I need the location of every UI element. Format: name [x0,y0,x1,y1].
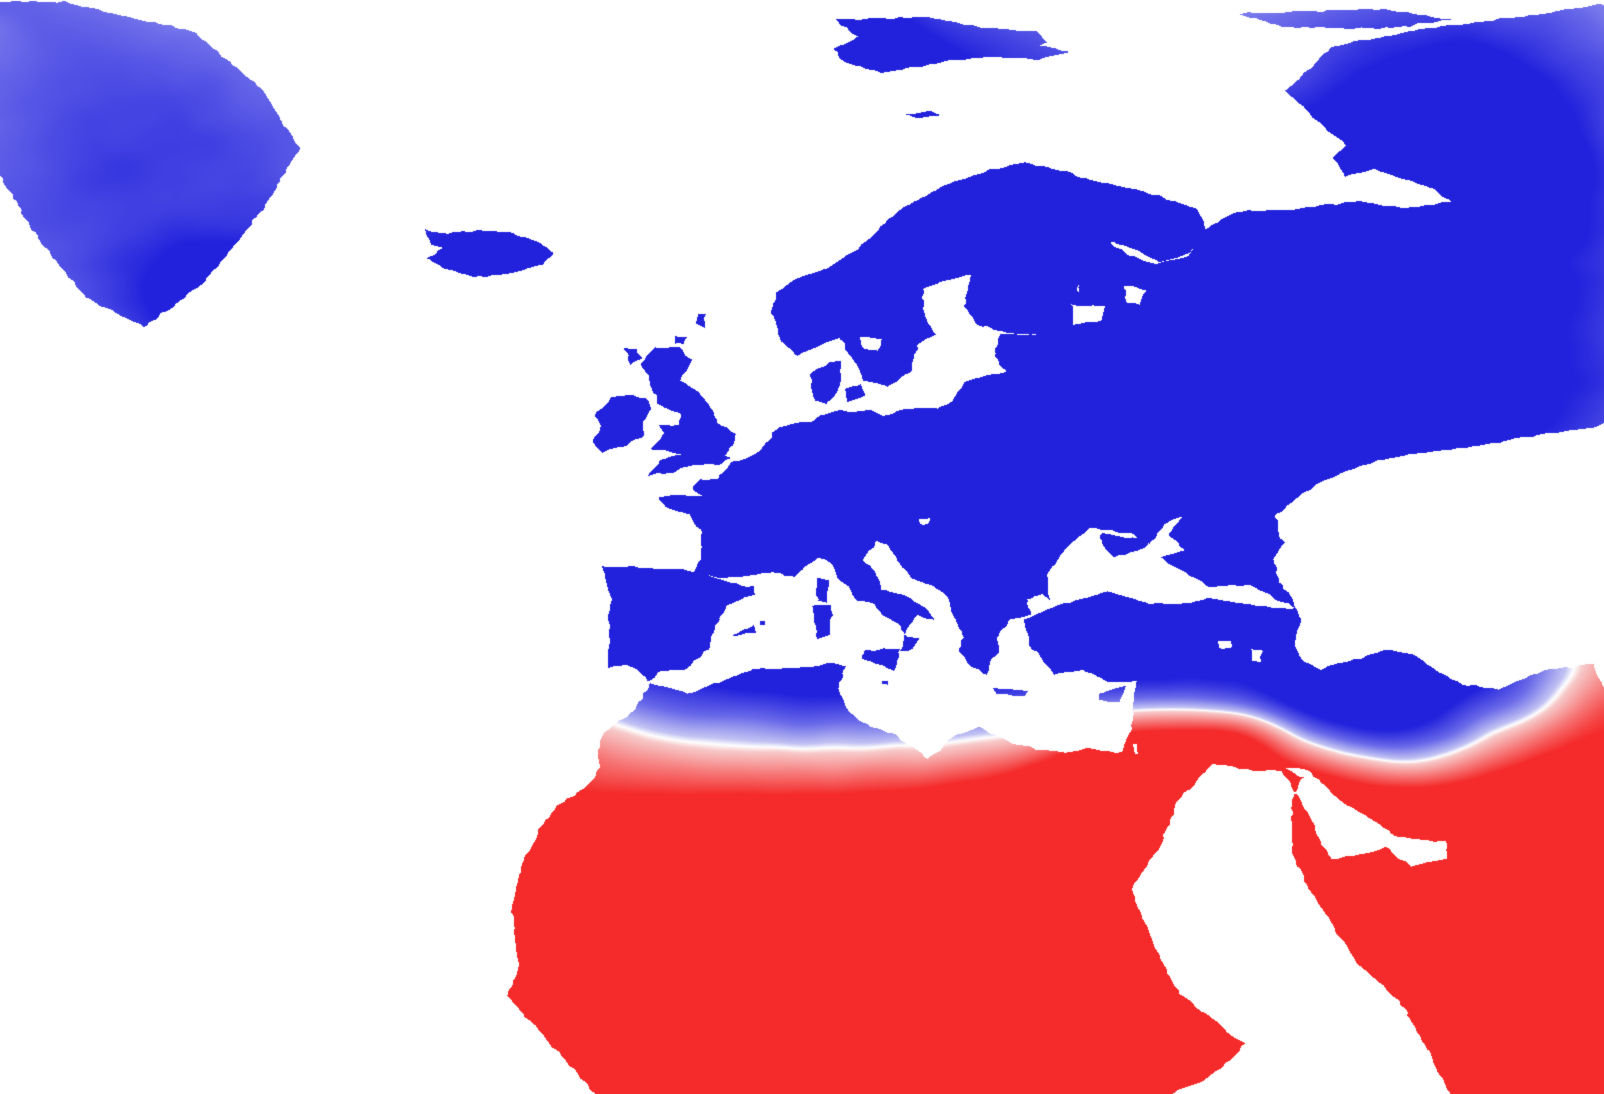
temperature-anomaly-raster [0,0,1604,1094]
map-figure: Surface Temperature Anomaly Longitude La… [0,0,1604,1094]
